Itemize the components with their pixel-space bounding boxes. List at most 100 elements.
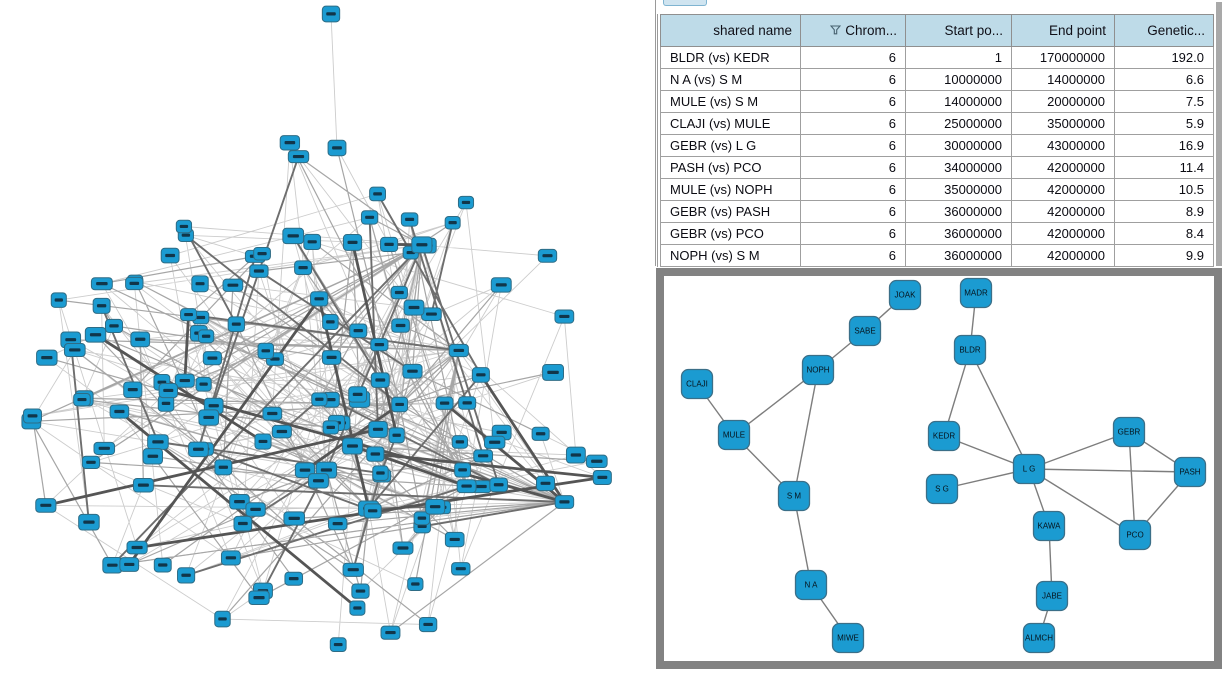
table-row[interactable]: NOPH (vs) S M 6 36000000 42000000 9.9 [660,244,1214,267]
column-header-4[interactable]: Genetic... [1114,14,1214,47]
overview-node[interactable] [311,392,328,407]
overview-node[interactable] [195,376,212,392]
overview-node[interactable] [403,299,425,316]
overview-node[interactable] [130,331,151,348]
overview-node[interactable] [92,297,111,314]
overview-node[interactable] [90,277,113,291]
overview-node[interactable] [177,567,196,584]
subnet-node-CLAJI[interactable]: CLAJI [680,368,714,400]
overview-node[interactable] [554,495,575,509]
overview-node[interactable] [391,318,410,333]
overview-node[interactable] [160,247,180,264]
overview-node[interactable] [483,435,506,449]
subnet-node-N A[interactable]: N A [794,569,828,601]
overview-node[interactable] [388,427,405,444]
overview-node[interactable] [283,511,305,526]
overview-node[interactable] [174,373,195,388]
overview-node[interactable] [294,260,313,276]
overview-node[interactable] [327,517,348,531]
overview-node[interactable] [125,276,144,291]
overview-node[interactable] [188,441,209,458]
overview-nodes[interactable] [21,5,612,653]
overview-node[interactable] [262,406,283,421]
subnet-node-KAWA[interactable]: KAWA [1032,510,1066,542]
subnet-edge-L G-PCO[interactable] [1028,468,1136,536]
overview-node[interactable] [132,477,154,493]
overview-node[interactable] [402,363,423,379]
table-row[interactable]: CLAJI (vs) MULE 6 25000000 35000000 5.9 [660,112,1214,135]
overview-node[interactable] [303,233,322,251]
overview-node[interactable] [400,212,419,227]
subnet-node-PCO[interactable]: PCO [1118,519,1152,551]
overview-node[interactable] [592,470,612,486]
overview-node[interactable] [142,448,163,465]
subnet-edge-GEBR-PCO[interactable] [1128,431,1136,536]
overview-node[interactable] [392,541,414,555]
overview-node[interactable] [249,264,269,278]
overview-node[interactable] [73,392,91,407]
subnet-node-L G[interactable]: L G [1012,453,1046,485]
overview-node[interactable] [109,404,130,419]
overview-node[interactable] [271,424,292,439]
column-header-2[interactable]: Start po... [905,14,1012,47]
overview-node[interactable] [23,408,42,424]
overview-node[interactable] [369,186,386,202]
overview-node[interactable] [36,349,58,366]
overview-node[interactable] [119,557,140,572]
overview-node[interactable] [50,292,67,308]
subnet-node-PASH[interactable]: PASH [1173,456,1207,488]
overview-node[interactable] [321,350,342,365]
table-row[interactable]: N A (vs) S M 6 10000000 14000000 6.6 [660,68,1214,91]
overview-node[interactable] [287,150,310,164]
overview-node[interactable] [220,550,241,566]
overview-node[interactable] [351,583,370,599]
overview-node[interactable] [380,236,399,252]
overview-node[interactable] [153,557,172,573]
subnet-edge-L G-GEBR[interactable] [1028,431,1130,470]
overview-node[interactable] [537,248,558,263]
table-row[interactable]: MULE (vs) S M 6 14000000 20000000 7.5 [660,90,1214,113]
overview-node[interactable] [342,437,363,455]
overview-node[interactable] [104,318,124,334]
overview-node[interactable] [321,5,341,23]
overview-node[interactable] [254,433,272,450]
subnet-node-SABE[interactable]: SABE [848,315,882,347]
overview-node[interactable] [349,323,368,338]
subnet-node-JOAK[interactable]: JOAK [888,279,922,311]
table-row[interactable]: BLDR (vs) KEDR 6 1 170000000 192.0 [660,46,1214,69]
overview-node[interactable] [349,600,366,616]
overview-node[interactable] [84,326,107,343]
overview-node[interactable] [214,459,233,476]
subnet-edge-NOPH-S M[interactable] [793,369,819,497]
overview-node[interactable] [457,195,475,210]
subnet-edge-L G-PASH[interactable] [1028,468,1191,473]
table-scrollbar[interactable] [1216,2,1222,266]
overview-node[interactable] [175,219,193,234]
overview-node[interactable] [282,227,305,245]
overview-node[interactable] [490,277,512,293]
overview-node[interactable] [473,449,494,463]
subnet-node-JABE[interactable]: JABE [1035,580,1069,612]
overview-node[interactable] [63,342,86,358]
overview-node[interactable] [531,426,550,441]
overview-node[interactable] [413,511,431,526]
overview-node[interactable] [444,215,461,230]
overview-node[interactable] [35,498,57,513]
column-header-0[interactable]: shared name [660,14,801,47]
overview-node[interactable] [380,625,401,640]
overview-node[interactable] [348,386,368,403]
overview-node[interactable] [248,590,270,605]
table-row[interactable]: GEBR (vs) PCO 6 36000000 42000000 8.4 [660,222,1214,245]
column-header-1[interactable]: Chrom... [800,14,906,47]
overview-node[interactable] [451,562,471,576]
overview-node[interactable] [585,454,608,469]
overview-node[interactable] [407,577,424,592]
overview-node[interactable] [222,278,244,292]
overview-node[interactable] [458,396,477,410]
subnet-node-KEDR[interactable]: KEDR [927,420,961,452]
overview-node[interactable] [180,308,198,322]
overview-node[interactable] [322,314,339,330]
overview-node[interactable] [197,329,215,344]
overview-node[interactable] [322,420,339,435]
overview-node[interactable] [370,372,390,388]
